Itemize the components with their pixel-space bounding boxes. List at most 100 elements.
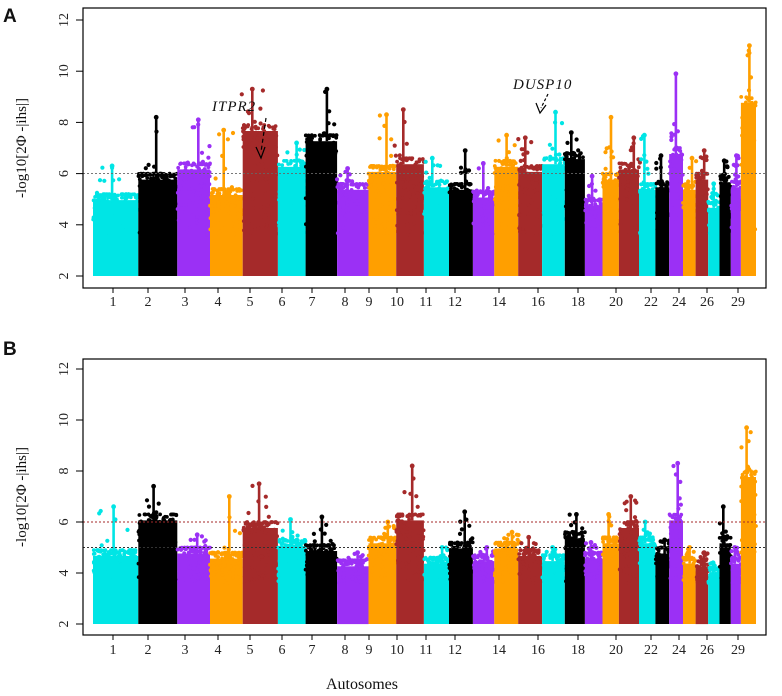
chromosome-15-point xyxy=(531,580,535,585)
chromosome-17-point xyxy=(571,556,575,561)
chromosome-5-point xyxy=(251,206,256,210)
chromosome-6-point xyxy=(292,226,297,231)
chromosome-23-point xyxy=(668,171,672,176)
chromosome-4-point xyxy=(229,564,234,569)
chromosome-1-point xyxy=(98,226,102,231)
chromosome-8-point xyxy=(355,571,360,576)
chromosome-5-point xyxy=(267,220,271,225)
chromosome-18-point xyxy=(598,559,603,564)
chromosome-5-point xyxy=(266,190,271,195)
chromosome-17-point xyxy=(564,188,569,192)
chromosome-24-point xyxy=(686,203,690,207)
chromosome-9-point xyxy=(374,198,379,203)
chromosome-4-point xyxy=(231,569,235,573)
panel-b-points xyxy=(83,425,766,625)
chromosome-17-point xyxy=(563,157,567,162)
chromosome-9-point xyxy=(378,182,382,187)
chromosome-5-point xyxy=(254,180,259,185)
chromosome-7-point xyxy=(310,151,314,155)
chromosome-2-point xyxy=(139,205,144,210)
chromosome-14-point xyxy=(501,187,505,191)
chromosome-10-point xyxy=(397,153,402,158)
chromosome-19-point xyxy=(611,180,616,185)
chromosome-14-point xyxy=(501,173,506,178)
chromosome-12-point xyxy=(459,206,463,211)
x-tick-label-5: 5 xyxy=(247,295,254,310)
chromosome-13-point xyxy=(473,210,477,214)
chromosome-5-point xyxy=(257,547,262,552)
chromosome-1-point xyxy=(125,230,130,235)
chromosome-20-point xyxy=(632,187,637,192)
chromosome-3-point xyxy=(201,184,206,189)
chromosome-5-point xyxy=(243,131,248,136)
chromosome-1-point xyxy=(124,208,128,212)
chromosome-13-point xyxy=(487,570,492,575)
chromosome-2-point xyxy=(156,557,161,562)
chromosome-2-point xyxy=(139,189,144,194)
chromosome-7-point xyxy=(312,550,317,555)
chromosome-16-point xyxy=(560,566,564,571)
chromosome-6-point xyxy=(302,203,306,208)
chromosome-12-point xyxy=(467,205,472,210)
chromosome-12-dense-band xyxy=(449,548,473,624)
chromosome-23-point xyxy=(678,198,683,203)
chromosome-24-point xyxy=(687,580,692,585)
chromosome-15-point xyxy=(528,183,532,188)
chromosome-7-point xyxy=(304,164,308,169)
chromosome-5-point xyxy=(247,139,252,144)
chromosome-8-point xyxy=(349,188,354,192)
chromosome-19-point xyxy=(601,177,606,182)
chromosome-12-point xyxy=(462,556,467,561)
chromosome-28-point xyxy=(735,221,740,226)
chromosome-13-point xyxy=(479,211,484,216)
chromosome-13-point xyxy=(483,571,488,576)
chromosome-19-point xyxy=(601,182,606,187)
chromosome-8-point xyxy=(338,173,343,178)
chromosome-14-point xyxy=(499,222,503,226)
chromosome-7-point xyxy=(318,579,323,584)
chromosome-2-point xyxy=(148,580,152,585)
chromosome-17-point xyxy=(583,530,587,535)
chromosome-17-point xyxy=(570,529,575,535)
chromosome-13-point xyxy=(479,580,484,584)
chromosome-2-point xyxy=(169,231,174,236)
chromosome-6-point xyxy=(283,191,287,196)
chromosome-14-point xyxy=(507,561,511,565)
chromosome-13-point xyxy=(473,571,477,576)
chromosome-3-point xyxy=(196,564,201,569)
chromosome-4-point xyxy=(232,204,237,208)
chromosome-13-point xyxy=(480,218,485,223)
chromosome-11-points xyxy=(422,155,451,276)
chromosome-2-point xyxy=(149,210,154,214)
chromosome-24-point xyxy=(681,183,686,188)
chromosome-19-point xyxy=(603,166,608,171)
chromosome-1-point xyxy=(94,578,98,583)
chromosome-8-point xyxy=(337,207,342,211)
chromosome-10-point xyxy=(416,570,421,574)
chromosome-20-point xyxy=(626,179,630,184)
chromosome-20-top-point xyxy=(628,494,634,499)
chromosome-3-point xyxy=(196,206,201,211)
chromosome-21-point xyxy=(648,542,653,547)
chromosome-19-point xyxy=(605,233,609,237)
chromosome-7-points xyxy=(303,86,339,276)
chromosome-22-point xyxy=(664,580,669,585)
chromosome-4-top-point xyxy=(226,494,232,499)
chromosome-1-point xyxy=(98,549,103,554)
chromosome-22-point xyxy=(656,195,660,200)
chromosome-23-point xyxy=(668,159,672,164)
chromosome-19-point xyxy=(601,540,605,544)
chromosome-6-point xyxy=(277,224,282,228)
chromosome-11-point xyxy=(443,564,448,569)
chromosome-19-point xyxy=(605,212,610,216)
chromosome-19-point xyxy=(612,184,616,189)
chromosome-11-point xyxy=(428,212,432,217)
chromosome-26-point xyxy=(708,215,713,220)
chromosome-5-point xyxy=(246,510,251,516)
chromosome-8-point xyxy=(338,191,343,195)
chromosome-5-point xyxy=(262,540,267,545)
chromosome-28-points xyxy=(729,545,743,624)
chromosome-20-point xyxy=(625,183,630,188)
chromosome-16-point xyxy=(544,549,549,555)
chromosome-19-point xyxy=(613,562,617,567)
